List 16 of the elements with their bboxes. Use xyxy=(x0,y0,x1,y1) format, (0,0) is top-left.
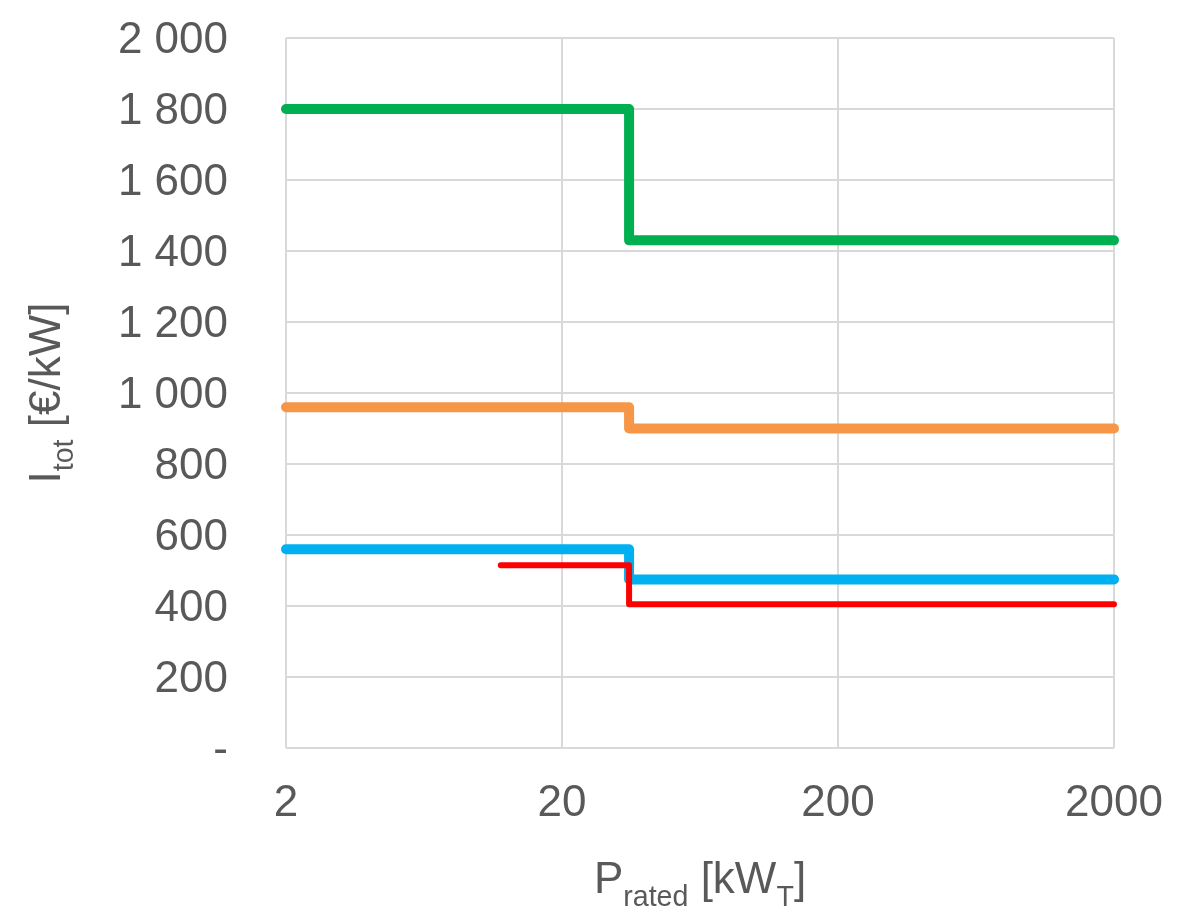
y-tick-label: 2 000 xyxy=(117,13,228,63)
x-tick-label: 20 xyxy=(537,776,587,825)
y-tick-label: - xyxy=(213,723,228,773)
y-tick-label: 1 200 xyxy=(117,297,228,347)
y-tick-label: 1 000 xyxy=(117,368,228,418)
y-tick-label: 200 xyxy=(154,652,228,702)
x-axis-title: P$_{rated}$ [kW$_{T}$] xyxy=(593,853,807,913)
x-tick-label: 200 xyxy=(801,776,875,825)
x-tick-label: 2 xyxy=(273,776,299,825)
y-tick-label: 400 xyxy=(154,581,228,631)
y-tick-label: 800 xyxy=(154,439,228,489)
x-tick-label: 2000 xyxy=(1065,776,1163,825)
y-tick-label: 1 400 xyxy=(117,226,228,276)
y-tick-label: 1 600 xyxy=(117,155,228,205)
y-tick-label: 600 xyxy=(154,510,228,560)
y-tick-label: 1 800 xyxy=(117,84,228,134)
